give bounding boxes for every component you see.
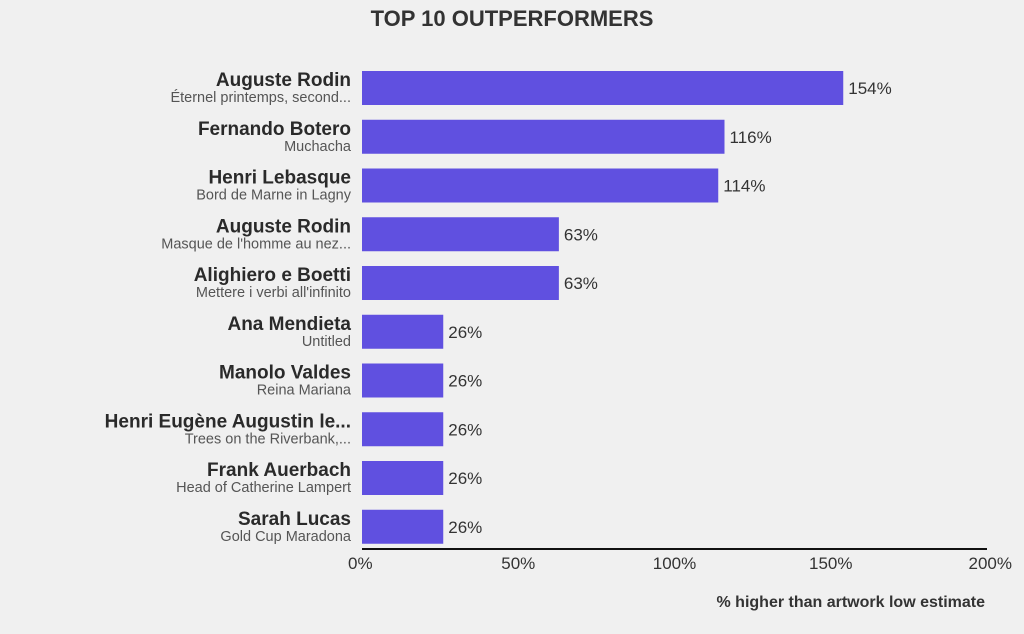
artwork-label: Reina Mariana [257,383,352,399]
value-label: 154% [848,79,891,98]
value-label: 26% [448,372,482,391]
artist-label: Fernando Botero [198,119,351,140]
artist-label: Henri Eugène Augustin le... [105,411,351,432]
artwork-label: Muchacha [284,139,352,155]
bar [362,461,444,495]
value-label: 26% [448,469,482,488]
value-label: 116% [730,128,772,147]
artwork-label: Éternel printemps, second... [170,89,351,106]
bar [362,71,844,105]
artist-label: Sarah Lucas [238,509,351,530]
x-axis-label: % higher than artwork low estimate [717,594,986,611]
value-label: 63% [564,274,598,293]
artwork-label: Trees on the Riverbank,... [185,431,351,447]
artwork-label: Masque de l'homme au nez... [161,236,351,252]
artist-label: Alighiero e Boetti [194,265,351,286]
bar [362,217,559,252]
artwork-label: Untitled [302,334,351,350]
bar [362,314,444,349]
artist-label: Auguste Rodin [216,216,351,237]
x-tick-label: 50% [501,554,535,573]
bar [362,509,444,544]
artist-label: Frank Auerbach [207,460,351,481]
value-label: 26% [448,518,482,537]
x-tick-label: 100% [653,554,696,573]
artist-label: Auguste Rodin [216,70,351,91]
artist-label: Manolo Valdes [219,363,351,384]
artwork-label: Mettere i verbi all'infinito [196,285,351,301]
artist-label: Ana Mendieta [227,314,351,335]
x-tick-label: 150% [809,554,852,573]
value-label: 26% [448,420,482,439]
bar [362,412,444,447]
x-axis-ticks: 0% 50% 100% 150% 200% [348,554,1012,573]
value-label: 63% [564,225,598,244]
value-label: 26% [448,323,482,342]
artwork-label: Gold Cup Maradona [220,529,352,545]
artwork-label: Bord de Marne in Lagny [196,188,352,204]
bar-row: Henri Eugène Augustin le...Trees on the … [105,411,483,447]
bar [362,363,444,398]
bar [362,168,719,203]
artist-label: Henri Lebasque [208,168,351,189]
chart-title: TOP 10 OUTPERFORMERS [371,6,654,31]
x-tick-label: 200% [969,554,1012,573]
artwork-label: Head of Catherine Lampert [176,480,351,496]
bar [362,119,725,154]
bar [362,266,559,300]
value-label: 114% [723,177,765,196]
x-tick-label: 0% [348,554,373,573]
